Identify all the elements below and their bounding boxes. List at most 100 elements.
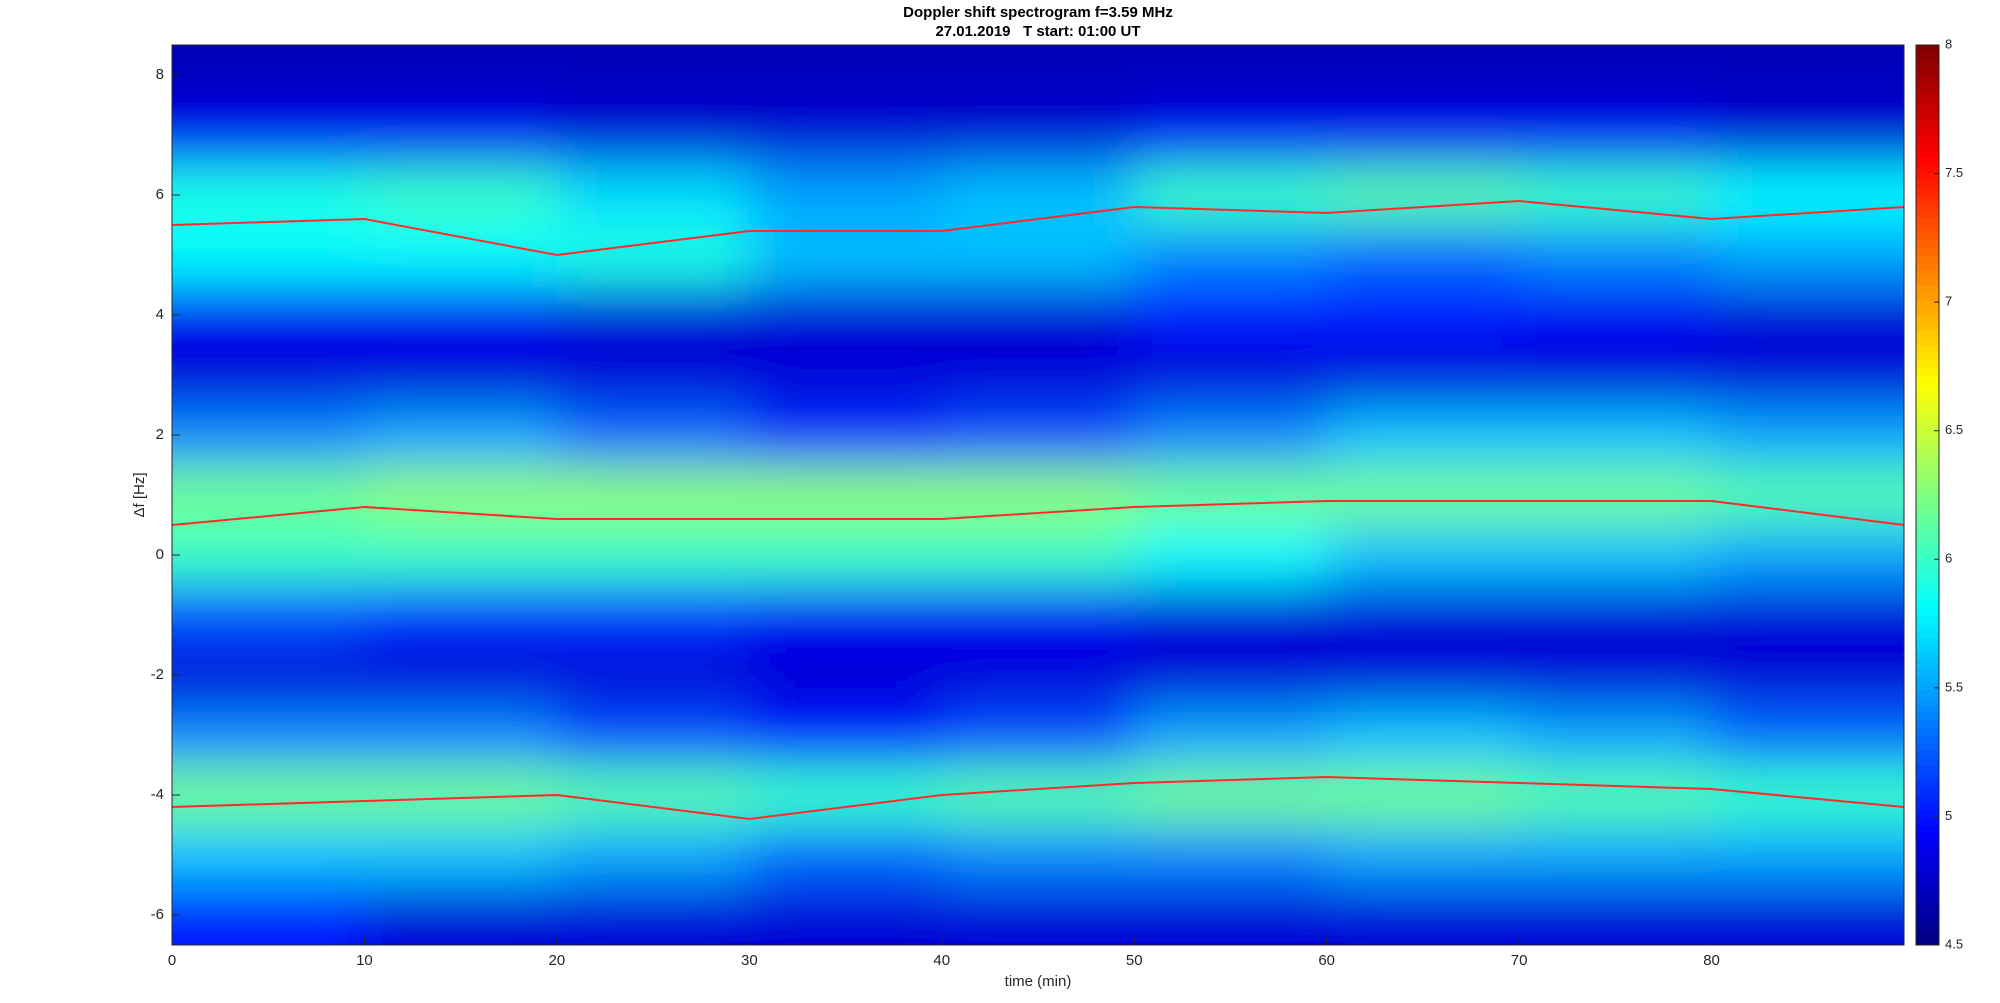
colorbar-step — [1916, 360, 1939, 368]
heatmap-cell — [1519, 45, 1713, 106]
colorbar-step — [1916, 225, 1939, 233]
colorbar-step — [1916, 82, 1939, 91]
heatmap-cell — [749, 105, 943, 166]
x-axis-label: time (min) — [1005, 973, 1072, 990]
colorbar-step — [1916, 877, 1939, 886]
heatmap-cell — [749, 345, 943, 406]
colorbar-step — [1916, 210, 1939, 218]
colorbar-step — [1916, 585, 1939, 593]
colorbar-step — [1916, 892, 1939, 901]
heatmap-cell — [172, 345, 365, 406]
heatmap-cell — [1326, 465, 1520, 526]
colorbar-step — [1916, 52, 1939, 61]
colorbar-step — [1916, 750, 1939, 758]
colorbar-step — [1916, 450, 1939, 458]
colorbar-step — [1916, 885, 1939, 893]
colorbar-tick-label: 5.5 — [1945, 679, 1963, 694]
y-tick-label: -6 — [151, 906, 164, 923]
heatmap-cell — [1134, 765, 1328, 826]
heatmap-cell — [1711, 705, 1904, 766]
heatmap-cell — [364, 45, 558, 106]
colorbar-step — [1916, 870, 1939, 878]
chart-title: Doppler shift spectrogram f=3.59 MHz — [903, 4, 1173, 21]
heatmap-cell — [1711, 405, 1904, 466]
heatmap-cell — [364, 825, 558, 886]
heatmap-cell — [941, 45, 1135, 106]
colorbar-step — [1916, 375, 1939, 383]
y-axis-label: Δf [Hz] — [131, 472, 148, 517]
colorbar-step — [1916, 900, 1939, 908]
heatmap-cell — [556, 525, 750, 586]
y-tick-label: -2 — [151, 666, 164, 683]
heatmap-cell — [1711, 525, 1904, 586]
heatmap-cell — [1134, 885, 1328, 945]
heatmap-cell — [1711, 645, 1904, 706]
heatmap-cell — [941, 465, 1135, 526]
heatmap-cell — [1326, 405, 1520, 466]
colorbar-step — [1916, 622, 1939, 631]
colorbar-step — [1916, 757, 1939, 766]
heatmap-cell — [1326, 645, 1520, 706]
heatmap-cell — [1519, 225, 1713, 286]
heatmap-cell — [364, 585, 558, 646]
heatmap-cell — [556, 825, 750, 886]
heatmap — [172, 45, 1904, 945]
heatmap-cell — [364, 285, 558, 346]
axes: 0 10 20 30 40 50 60 70 80 -6 -4 -2 0 2 4 6 8 4.5 5 5.5 6 6.5 7… — [151, 36, 1963, 969]
colorbar-step — [1916, 510, 1939, 518]
colorbar-step — [1916, 157, 1939, 166]
heatmap-cell — [749, 885, 943, 945]
colorbar-step — [1916, 780, 1939, 788]
colorbar-step — [1916, 525, 1939, 533]
heatmap-cell — [749, 405, 943, 466]
colorbar-step — [1916, 915, 1939, 923]
colorbar-step — [1916, 832, 1939, 841]
colorbar-step — [1916, 922, 1939, 931]
x-tick-label: 20 — [549, 952, 566, 969]
colorbar-step — [1916, 127, 1939, 136]
heatmap-cell — [1711, 825, 1904, 886]
heatmap-cell — [941, 825, 1135, 886]
colorbar-step — [1916, 45, 1939, 53]
colorbar-step — [1916, 217, 1939, 226]
colorbar-step — [1916, 442, 1939, 451]
overlay — [172, 199, 1904, 821]
heatmap-cell — [172, 765, 365, 826]
heatmap-cell — [1711, 345, 1904, 406]
colorbar-step — [1916, 637, 1939, 646]
heatmap-cell — [749, 585, 943, 646]
heatmap-cell — [1519, 825, 1713, 886]
heatmap-cell — [364, 345, 558, 406]
colorbar-step — [1916, 180, 1939, 188]
colorbar-step — [1916, 765, 1939, 773]
heatmap-cell — [556, 45, 750, 106]
colorbar-tick-label: 8 — [1945, 36, 1952, 51]
x-tick-label: 30 — [741, 952, 758, 969]
heatmap-cell — [1711, 105, 1904, 166]
heatmap-cell — [556, 165, 750, 226]
colorbar-step — [1916, 562, 1939, 571]
colorbar-step — [1916, 285, 1939, 293]
heatmap-cell — [1519, 345, 1713, 406]
colorbar-step — [1916, 435, 1939, 443]
colorbar-step — [1916, 232, 1939, 241]
colorbar-step — [1916, 615, 1939, 623]
x-tick-label: 60 — [1318, 952, 1335, 969]
colorbar-step — [1916, 645, 1939, 653]
heatmap-cell — [749, 165, 943, 226]
colorbar-step — [1916, 105, 1939, 113]
heatmap-cell — [1326, 345, 1520, 406]
heatmap-cell — [1326, 705, 1520, 766]
heatmap-cell — [172, 285, 365, 346]
colorbar-step — [1916, 112, 1939, 121]
colorbar-step — [1916, 352, 1939, 361]
heatmap-cell — [1519, 885, 1713, 945]
heatmap-cell — [556, 285, 750, 346]
heatmap-cell — [172, 165, 365, 226]
y-tick-label: 0 — [156, 546, 164, 563]
colorbar-step — [1916, 930, 1939, 938]
colorbar-step — [1916, 195, 1939, 203]
heatmap-cell — [172, 225, 365, 286]
heatmap-cell — [1134, 225, 1328, 286]
